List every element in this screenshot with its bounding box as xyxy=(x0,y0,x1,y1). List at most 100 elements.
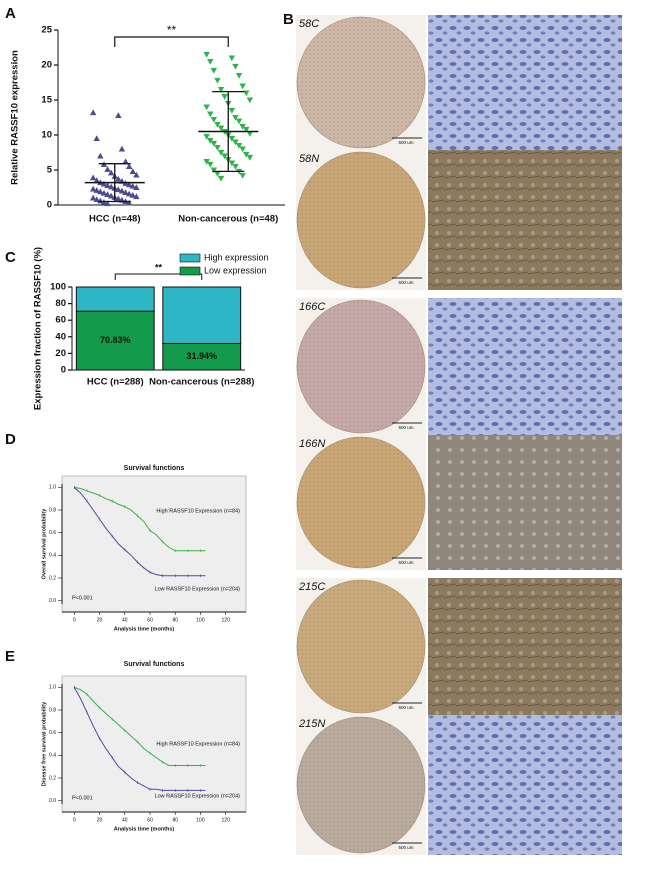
y-tick-label: 0.0 xyxy=(49,798,56,804)
x-tick-label: 20 xyxy=(97,617,103,623)
significance-bracket xyxy=(114,273,203,280)
data-point xyxy=(243,90,250,97)
data-point xyxy=(214,77,221,84)
data-point xyxy=(232,163,239,170)
y-tick-label: 10 xyxy=(41,130,52,141)
data-point xyxy=(129,182,136,189)
data-point xyxy=(243,152,250,158)
data-point xyxy=(217,125,225,132)
data-point xyxy=(104,200,111,207)
data-point xyxy=(235,118,243,125)
y-tick-label: 0.4 xyxy=(49,553,56,559)
data-point xyxy=(89,109,97,116)
data-point xyxy=(89,174,97,181)
y-tick-label: 20 xyxy=(55,348,66,359)
tissue-texture xyxy=(297,580,425,713)
p-value: P<0.001 xyxy=(72,795,93,801)
data-point xyxy=(115,186,122,193)
panel-label: B xyxy=(283,11,294,28)
data-point xyxy=(221,153,228,160)
data-point xyxy=(107,169,115,176)
data-point xyxy=(221,93,228,100)
x-tick-label: Non-cancerous (n=48) xyxy=(178,214,278,225)
chart-panel: D 0.0 0.2 0.4 0.6 0.8 1.0 Overall survival prob… xyxy=(5,431,247,632)
y-axis-label: Relative RASSF10 expression xyxy=(10,50,21,185)
data-point xyxy=(203,133,210,140)
x-tick-label: 40 xyxy=(122,617,128,623)
y-tick-label: 0.6 xyxy=(49,530,56,536)
data-point xyxy=(122,158,129,165)
significance-label: ** xyxy=(167,23,177,37)
data-point xyxy=(228,107,236,114)
data-point xyxy=(89,194,97,201)
data-point xyxy=(107,192,115,199)
data-point xyxy=(122,189,129,195)
scale-bar-label: 500 um xyxy=(398,705,413,710)
series-label: Low RASSF10 Expression (n=204) xyxy=(155,794,241,800)
chart-title: Survival functions xyxy=(124,661,185,668)
data-point xyxy=(115,112,122,118)
series-label: Low RASSF10 Expression (n=204) xyxy=(155,587,241,593)
micrograph xyxy=(428,578,622,715)
scale-bar-label: 500 um xyxy=(398,140,413,145)
y-tick-label: 20 xyxy=(41,60,52,71)
survival-curve xyxy=(74,486,206,552)
data-point xyxy=(97,188,104,195)
data-point xyxy=(203,104,210,111)
x-tick-label: 100 xyxy=(196,617,205,623)
x-tick-label: HCC (n=288) xyxy=(87,377,144,388)
data-point xyxy=(210,68,218,74)
chart-panel: C 0 20 40 60 80 100 Expression fraction of RASS… xyxy=(5,247,269,410)
data-point xyxy=(100,180,108,187)
scale-bar-label: 500 um xyxy=(398,425,413,430)
x-tick-label: 100 xyxy=(196,817,205,823)
scale-bar-label: 500 um xyxy=(398,845,413,850)
data-point xyxy=(214,170,221,177)
y-tick-label: 100 xyxy=(50,282,66,293)
significance-bracket xyxy=(114,36,229,47)
data-point xyxy=(133,193,140,200)
data-point xyxy=(97,152,104,159)
x-tick-label: 80 xyxy=(172,817,178,823)
x-tick-label: Non-cancerous (n=288) xyxy=(149,377,254,388)
micrograph xyxy=(428,435,622,570)
y-tick-label: 5 xyxy=(47,165,53,176)
x-axis-label: Analysis time (months) xyxy=(114,826,175,832)
data-point xyxy=(203,51,210,58)
data-point xyxy=(100,189,108,196)
y-tick-label: 40 xyxy=(55,331,66,342)
data-point xyxy=(115,195,122,202)
y-tick-label: 0.6 xyxy=(49,730,56,736)
data-point xyxy=(207,138,214,144)
x-tick-label: 80 xyxy=(172,617,178,623)
bar-segment xyxy=(75,310,155,371)
data-point xyxy=(217,175,225,182)
panel-label: A xyxy=(5,5,16,22)
data-point xyxy=(89,185,97,192)
sd-bar xyxy=(98,163,131,203)
y-axis-label: Expression fraction of RASSF10 (%) xyxy=(33,247,44,410)
y-tick-label: 1.0 xyxy=(49,485,56,491)
data-point xyxy=(129,168,136,174)
data-point xyxy=(246,154,254,161)
tissue-texture xyxy=(297,437,425,568)
data-point xyxy=(93,196,100,202)
data-point xyxy=(129,192,136,198)
data-point xyxy=(232,63,239,70)
legend-label: Low expression xyxy=(204,265,267,275)
x-tick-label: 0 xyxy=(73,617,76,623)
x-tick-label: 20 xyxy=(97,817,103,823)
data-point xyxy=(232,114,239,121)
bar-segment xyxy=(75,286,155,312)
data-point xyxy=(239,124,246,130)
data-point xyxy=(210,117,218,123)
survival-curve xyxy=(73,487,206,577)
data-point xyxy=(207,111,214,118)
tissue-texture xyxy=(297,17,425,148)
data-point xyxy=(239,173,246,179)
bar-segment xyxy=(162,342,242,371)
tissue-label: 166C xyxy=(299,301,325,313)
series-label: High RASSF10 Expression (n=84) xyxy=(156,741,240,747)
data-point xyxy=(125,181,133,188)
